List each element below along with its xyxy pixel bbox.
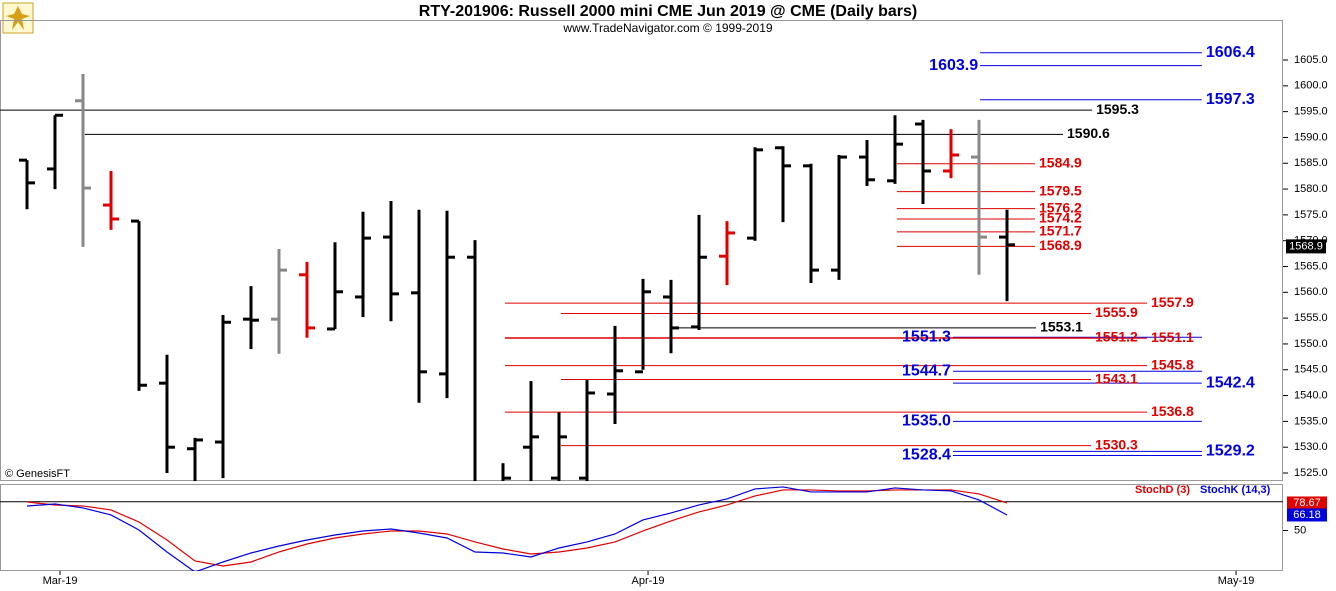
x-tick-label: May-19 — [1218, 575, 1255, 587]
level-label: 1603.9 — [929, 57, 978, 74]
stoch-line — [26, 486, 1008, 571]
level-label: 1557.9 — [1151, 294, 1194, 310]
level-label: 1571.7 — [1039, 223, 1082, 239]
last-price-box — [1286, 239, 1326, 254]
stoch-panel-border — [0, 484, 1283, 571]
y-tick-label: 1595.0 — [1294, 106, 1328, 118]
level-label: 1545.8 — [1151, 356, 1194, 372]
y-tick-label: 1585.0 — [1294, 157, 1328, 169]
chart-subtitle: www.TradeNavigator.com © 1999-2019 — [562, 21, 772, 35]
level-label: 1576.2 — [1039, 199, 1082, 215]
last-value-box — [1287, 496, 1327, 510]
y-tick-label: 1550.0 — [1294, 338, 1328, 350]
level-label: 1584.9 — [1039, 154, 1082, 170]
y-tick-label: 1535.0 — [1294, 415, 1328, 427]
x-tick-label: Apr-19 — [632, 575, 665, 587]
y-tick-label: 1525.0 — [1294, 467, 1328, 479]
level-label: 1606.4 — [1206, 44, 1255, 61]
legend-label: StochD (3) — [1135, 484, 1190, 496]
y-tick-label: 1540.0 — [1294, 389, 1328, 401]
level-label: 1542.4 — [1206, 374, 1255, 391]
main-panel-border — [0, 20, 1283, 481]
y-tick-label: 1555.0 — [1294, 312, 1328, 324]
y-tick-label: 1600.0 — [1294, 80, 1328, 92]
last-value-label: 78.67 — [1293, 497, 1321, 509]
y-tick-label: 50 — [1294, 524, 1306, 536]
stoch-plot — [0, 486, 1283, 571]
stoch-line — [26, 489, 1008, 567]
logo — [2, 2, 34, 34]
y-tick-label: 1560.0 — [1294, 286, 1328, 298]
level-label: 1590.6 — [1067, 125, 1110, 141]
y-tick-label: 1575.0 — [1294, 209, 1328, 221]
level-label: 1544.7 — [902, 363, 951, 380]
y-tick-label: 1545.0 — [1294, 364, 1328, 376]
y-tick-label: 1565.0 — [1294, 260, 1328, 272]
last-value-label: 66.18 — [1293, 509, 1321, 521]
level-label: 1579.5 — [1039, 182, 1082, 198]
legend-label: StochK (14,3) — [1200, 484, 1271, 496]
level-label: 1529.2 — [1206, 443, 1255, 460]
level-label: 1536.8 — [1151, 403, 1194, 419]
annotation: © GenesisFT — [5, 468, 70, 480]
level-label: 1535.0 — [902, 413, 951, 430]
chart-title: RTY-201906: Russell 2000 mini CME Jun 20… — [419, 3, 917, 20]
level-label: 1530.3 — [1095, 436, 1138, 452]
level-label: 1595.3 — [1096, 101, 1139, 117]
level-label: 1568.9 — [1039, 237, 1082, 253]
level-label: 1574.2 — [1039, 210, 1082, 226]
y-tick-label: 1590.0 — [1294, 131, 1328, 143]
level-label: 1528.4 — [902, 447, 951, 464]
y-tick-label: 1580.0 — [1294, 183, 1328, 195]
last-value-box — [1287, 508, 1327, 522]
level-label: 1555.9 — [1095, 304, 1138, 320]
level-label: 1597.3 — [1206, 91, 1255, 108]
overlay: 1525.0 1530.0 1535.0 1540.0 1545.0 1550.0 1555… — [43, 44, 1328, 587]
y-tick-label: 1605.0 — [1294, 54, 1328, 66]
level-label: 1551.1 — [1151, 329, 1194, 345]
last-price-label: 1568.9 — [1289, 240, 1323, 252]
level-label: 1543.1 — [1095, 370, 1138, 386]
y-tick-label: 1530.0 — [1294, 441, 1328, 453]
level-label: 1553.1 — [1040, 319, 1083, 335]
level-label: 1551.3 — [902, 328, 951, 345]
x-tick-label: Mar-19 — [43, 575, 78, 587]
level-label: 1551.2 — [1095, 328, 1138, 344]
main-plot — [0, 52, 1202, 481]
